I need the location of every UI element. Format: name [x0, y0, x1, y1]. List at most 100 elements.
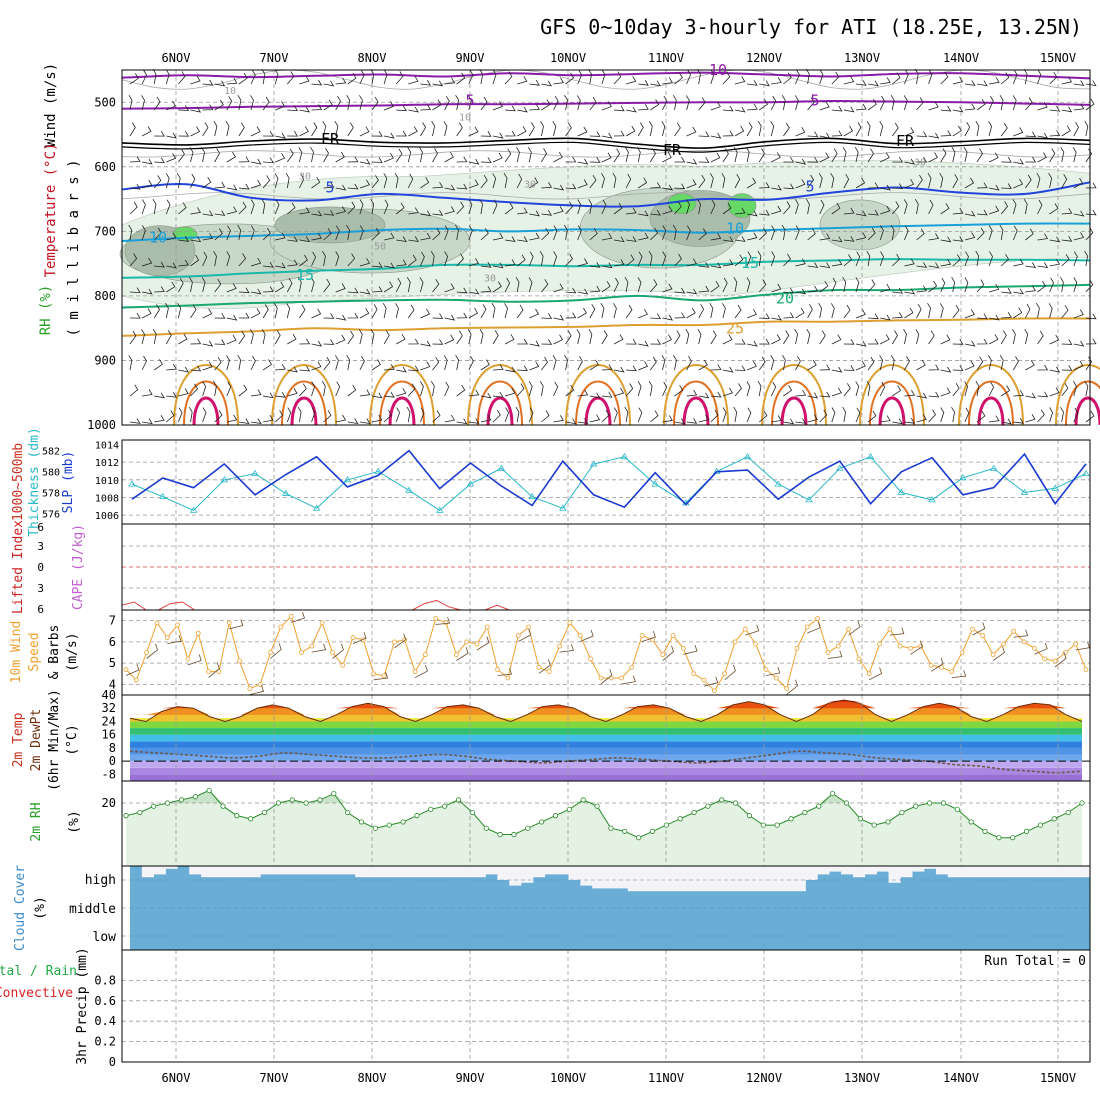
- pressure-tick-label: 700: [94, 224, 116, 238]
- wind-barb: [146, 643, 158, 659]
- wind-barb: [420, 251, 425, 267]
- wind-barb: [553, 184, 565, 191]
- wind-barb: [747, 232, 758, 241]
- wind-barb: [541, 279, 549, 293]
- wind-barb: [456, 646, 469, 661]
- contour-label: 30: [914, 158, 926, 169]
- pressure-tick-label: 600: [94, 160, 116, 174]
- wind-barb: [783, 122, 790, 137]
- wind-barb: [129, 122, 136, 137]
- wind-barb: [165, 69, 170, 85]
- wind-barb: [444, 206, 455, 215]
- rh-marker: [733, 800, 739, 806]
- wind-speed-marker: [340, 662, 346, 668]
- wind-barb: [601, 101, 612, 111]
- rh-marker: [123, 813, 129, 819]
- wind-barb: [891, 330, 898, 345]
- wind-barb: [722, 277, 728, 293]
- wind-barb: [890, 224, 895, 241]
- wind-barb: [1037, 69, 1042, 85]
- wind-barb: [588, 328, 593, 345]
- rh-marker: [705, 803, 711, 809]
- wind-speed-marker: [846, 626, 851, 632]
- wind-barb: [311, 232, 322, 241]
- wind-barb: [600, 669, 613, 685]
- wind-barb: [274, 330, 281, 345]
- wind-barb: [747, 210, 758, 217]
- wind-barb: [649, 148, 656, 163]
- wind-barb: [275, 132, 286, 139]
- wind-barb: [275, 101, 286, 111]
- wind-barb: [371, 227, 380, 241]
- wind-tick-label: 6: [109, 635, 116, 649]
- wind-barb: [869, 667, 883, 681]
- cloud-cover-bar: [1042, 866, 1055, 878]
- wind-barb: [795, 158, 807, 165]
- wind-barb: [771, 184, 782, 191]
- thickness-marker: [805, 496, 813, 503]
- bottom-date-label: 6NOV: [162, 1071, 191, 1085]
- wind-barb: [456, 253, 464, 267]
- wind-barb: [939, 172, 944, 189]
- wind-barb: [323, 99, 333, 111]
- wind-barb: [468, 307, 479, 319]
- wind-barb: [347, 418, 359, 425]
- wind-barb: [359, 308, 370, 319]
- wind-barb: [383, 173, 388, 189]
- wind-barb: [286, 148, 294, 163]
- wind-barb: [807, 97, 815, 111]
- wind-barb: [323, 181, 335, 189]
- wind-barb: [395, 303, 399, 319]
- wind-barb: [601, 409, 610, 423]
- wind-barb: [129, 330, 137, 345]
- surface-contour-arch: [173, 364, 239, 426]
- wind-barb: [347, 253, 356, 267]
- wind-barb: [710, 330, 717, 345]
- wind-barb: [529, 210, 540, 217]
- wind-barb: [238, 122, 245, 137]
- wind-barb: [758, 227, 767, 241]
- wind-barb: [964, 277, 969, 293]
- wind-barb: [636, 146, 641, 163]
- wind-barb: [299, 254, 308, 267]
- wind-barb: [541, 339, 553, 345]
- wind-barb: [311, 643, 327, 653]
- thickness-marker: [589, 460, 598, 467]
- wind-speed-line: [125, 615, 1087, 692]
- wind-barb: [153, 227, 162, 241]
- wind-barb: [904, 389, 916, 397]
- wind-barb: [904, 127, 915, 137]
- wind-barb: [916, 414, 927, 423]
- temperature-color-band: [130, 741, 1082, 748]
- wind-speed-marker: [206, 669, 211, 675]
- wind-barb: [626, 338, 637, 345]
- wind-barb: [765, 666, 781, 676]
- wind-barb: [928, 132, 940, 139]
- wind-barb: [892, 72, 901, 85]
- wind-barb: [202, 361, 213, 371]
- wind-barb: [287, 388, 298, 397]
- wind-barb: [819, 233, 831, 241]
- cloud-cover-bar: [580, 866, 593, 886]
- pressure-tick-label: 1000: [87, 418, 116, 432]
- wind-barb: [1025, 414, 1036, 423]
- wind-barb: [202, 210, 214, 217]
- wind-barb: [565, 183, 577, 190]
- wind-barb: [359, 257, 371, 267]
- wind-barb: [637, 277, 642, 293]
- wind-barb: [480, 414, 492, 423]
- cloud-cover-bar: [343, 866, 356, 875]
- wind-barb: [1037, 233, 1049, 241]
- wind-barb: [928, 101, 939, 111]
- wind-barb: [783, 183, 795, 190]
- contour-label: 10: [726, 219, 744, 237]
- wind-barb: [1025, 392, 1037, 399]
- wind-barb: [843, 338, 855, 345]
- wind-barb: [1073, 277, 1078, 293]
- wind-barb: [724, 664, 736, 681]
- wind-barb: [347, 287, 359, 294]
- wind-barb: [237, 354, 242, 371]
- surface-contour-arch: [780, 396, 808, 426]
- wind-barb: [420, 79, 432, 86]
- top-date-label: 10NOV: [550, 51, 586, 65]
